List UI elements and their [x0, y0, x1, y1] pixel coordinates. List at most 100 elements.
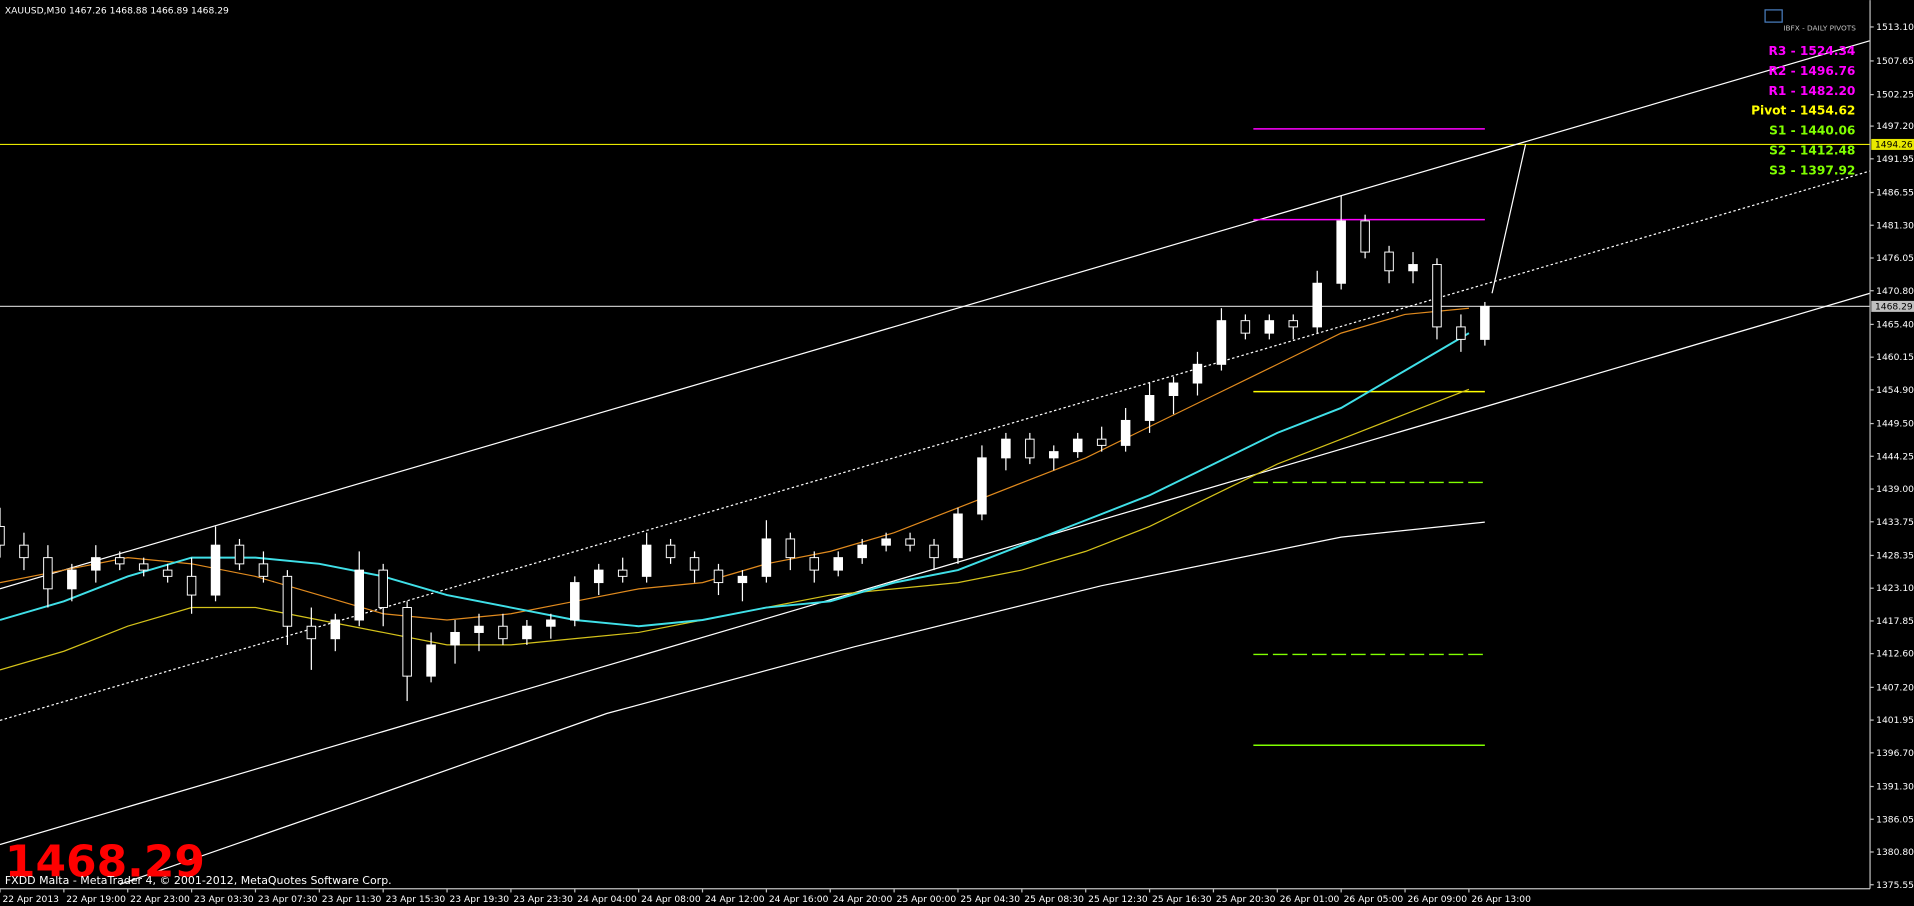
- x-tick-label: 23 Apr 23:30: [513, 895, 573, 905]
- candle-body: [689, 557, 700, 571]
- pivot-label: R2 - 1496.76: [1768, 64, 1855, 78]
- x-tick-label: 24 Apr 08:00: [641, 895, 701, 905]
- candle-body: [114, 557, 125, 565]
- x-tick-label: 25 Apr 00:00: [897, 895, 957, 905]
- y-tick-label: 1423.10: [1876, 584, 1914, 594]
- candle-body: [857, 544, 867, 559]
- x-tick-label: 24 Apr 20:00: [833, 895, 893, 905]
- candle-body: [665, 544, 676, 559]
- candle-body: [833, 557, 843, 571]
- candle-body: [593, 569, 604, 584]
- x-tick-label: 22 Apr 23:00: [130, 895, 190, 905]
- y-tick-label: 1449.50: [1876, 420, 1914, 430]
- last-price: 1468.29: [5, 837, 205, 888]
- candle-body: [1432, 264, 1442, 328]
- candle-body: [1168, 382, 1179, 396]
- y-tick-label: 1412.60: [1876, 650, 1914, 660]
- candle-body: [1072, 438, 1083, 453]
- candle-body: [1120, 419, 1131, 446]
- candle-body: [91, 557, 101, 571]
- price-tag-label: 1494.26: [1875, 140, 1913, 150]
- x-tick-label: 23 Apr 19:30: [449, 895, 509, 905]
- pivot-label: S3 - 1397.92: [1769, 163, 1855, 177]
- y-tick-label: 1507.65: [1876, 57, 1914, 67]
- candle-body: [953, 513, 963, 559]
- candle-body: [1096, 438, 1107, 446]
- trendline: [1491, 144, 1527, 294]
- candle-body: [138, 563, 149, 571]
- price-tag-label: 1468.29: [1875, 302, 1913, 312]
- y-tick-label: 1391.30: [1876, 783, 1914, 793]
- y-tick-label: 1502.25: [1876, 91, 1914, 101]
- x-tick-label: 22 Apr 2013: [2, 895, 59, 905]
- candle-body: [737, 575, 748, 584]
- y-tick-label: 1444.25: [1876, 452, 1914, 462]
- y-tick-label: 1491.95: [1876, 155, 1914, 165]
- candle-body: [402, 607, 412, 677]
- x-tick-label: 25 Apr 12:30: [1088, 895, 1148, 905]
- candle-body: [474, 625, 484, 633]
- y-tick-label: 1476.05: [1876, 254, 1914, 264]
- candle-body: [1144, 395, 1155, 421]
- candle-body: [330, 619, 341, 640]
- candle-body: [617, 569, 628, 577]
- candle-body: [1216, 320, 1227, 365]
- y-tick-label: 1481.30: [1876, 221, 1914, 231]
- candle-body: [19, 544, 29, 559]
- candle-body: [282, 575, 293, 627]
- x-tick-label: 22 Apr 19:00: [66, 895, 126, 905]
- candle-body: [498, 625, 508, 640]
- x-tick-label: 23 Apr 11:30: [322, 895, 382, 905]
- x-tick-label: 26 Apr 13:00: [1471, 895, 1531, 905]
- candle-body: [546, 619, 556, 627]
- trendline: [0, 292, 1871, 846]
- y-tick-label: 1380.80: [1876, 848, 1914, 858]
- y-tick-label: 1375.55: [1876, 881, 1914, 891]
- candle-body: [761, 538, 772, 577]
- moving-average: [0, 332, 1470, 628]
- y-tick-label: 1513.10: [1876, 23, 1914, 33]
- y-tick-label: 1386.05: [1876, 815, 1914, 825]
- candle-body: [1384, 251, 1394, 272]
- candle-body: [809, 557, 820, 571]
- x-tick-label: 23 Apr 03:30: [194, 895, 254, 905]
- candle-body: [929, 544, 939, 559]
- candle-body: [1360, 220, 1370, 253]
- candle-body: [977, 457, 987, 515]
- copyright: FXDD Malta - MetaTrader 4, © 2001-2012, …: [5, 874, 392, 887]
- pivot-title: IBFX - DAILY PIVOTS: [1783, 24, 1856, 33]
- pivot-label: Pivot - 1454.62: [1751, 104, 1855, 118]
- candle-body: [522, 625, 532, 640]
- candle-body: [1312, 282, 1322, 328]
- pivot-label: R1 - 1482.20: [1768, 84, 1855, 98]
- y-tick-label: 1470.80: [1876, 287, 1914, 297]
- price-tag: [1871, 300, 1914, 312]
- candle-body: [1336, 220, 1346, 284]
- candle-body: [1264, 320, 1275, 334]
- x-tick-label: 25 Apr 16:30: [1152, 895, 1212, 905]
- y-tick-label: 1417.85: [1876, 617, 1914, 627]
- y-tick-label: 1439.00: [1876, 485, 1914, 495]
- candle-body: [0, 525, 5, 546]
- x-tick-label: 23 Apr 15:30: [386, 895, 446, 905]
- y-tick-label: 1407.20: [1876, 683, 1914, 693]
- y-tick-label: 1460.15: [1876, 353, 1914, 363]
- candle-body: [426, 644, 436, 677]
- y-tick-label: 1396.70: [1876, 749, 1914, 759]
- candle-body: [186, 575, 197, 596]
- candle-body: [713, 569, 724, 584]
- moving-average: [119, 521, 1485, 885]
- y-tick-label: 1486.55: [1876, 189, 1914, 199]
- x-tick-label: 26 Apr 09:00: [1407, 895, 1467, 905]
- candle-body: [354, 569, 365, 621]
- candle-body: [378, 569, 388, 609]
- x-tick-label: 26 Apr 01:00: [1280, 895, 1340, 905]
- moving-average: [0, 307, 1470, 621]
- candle-body: [1408, 264, 1418, 272]
- trendline: [0, 40, 1871, 590]
- pivot-icon: [1764, 9, 1783, 23]
- candle-body: [43, 557, 53, 590]
- x-tick-label: 25 Apr 20:30: [1216, 895, 1276, 905]
- pivot-label: S1 - 1440.06: [1769, 124, 1855, 138]
